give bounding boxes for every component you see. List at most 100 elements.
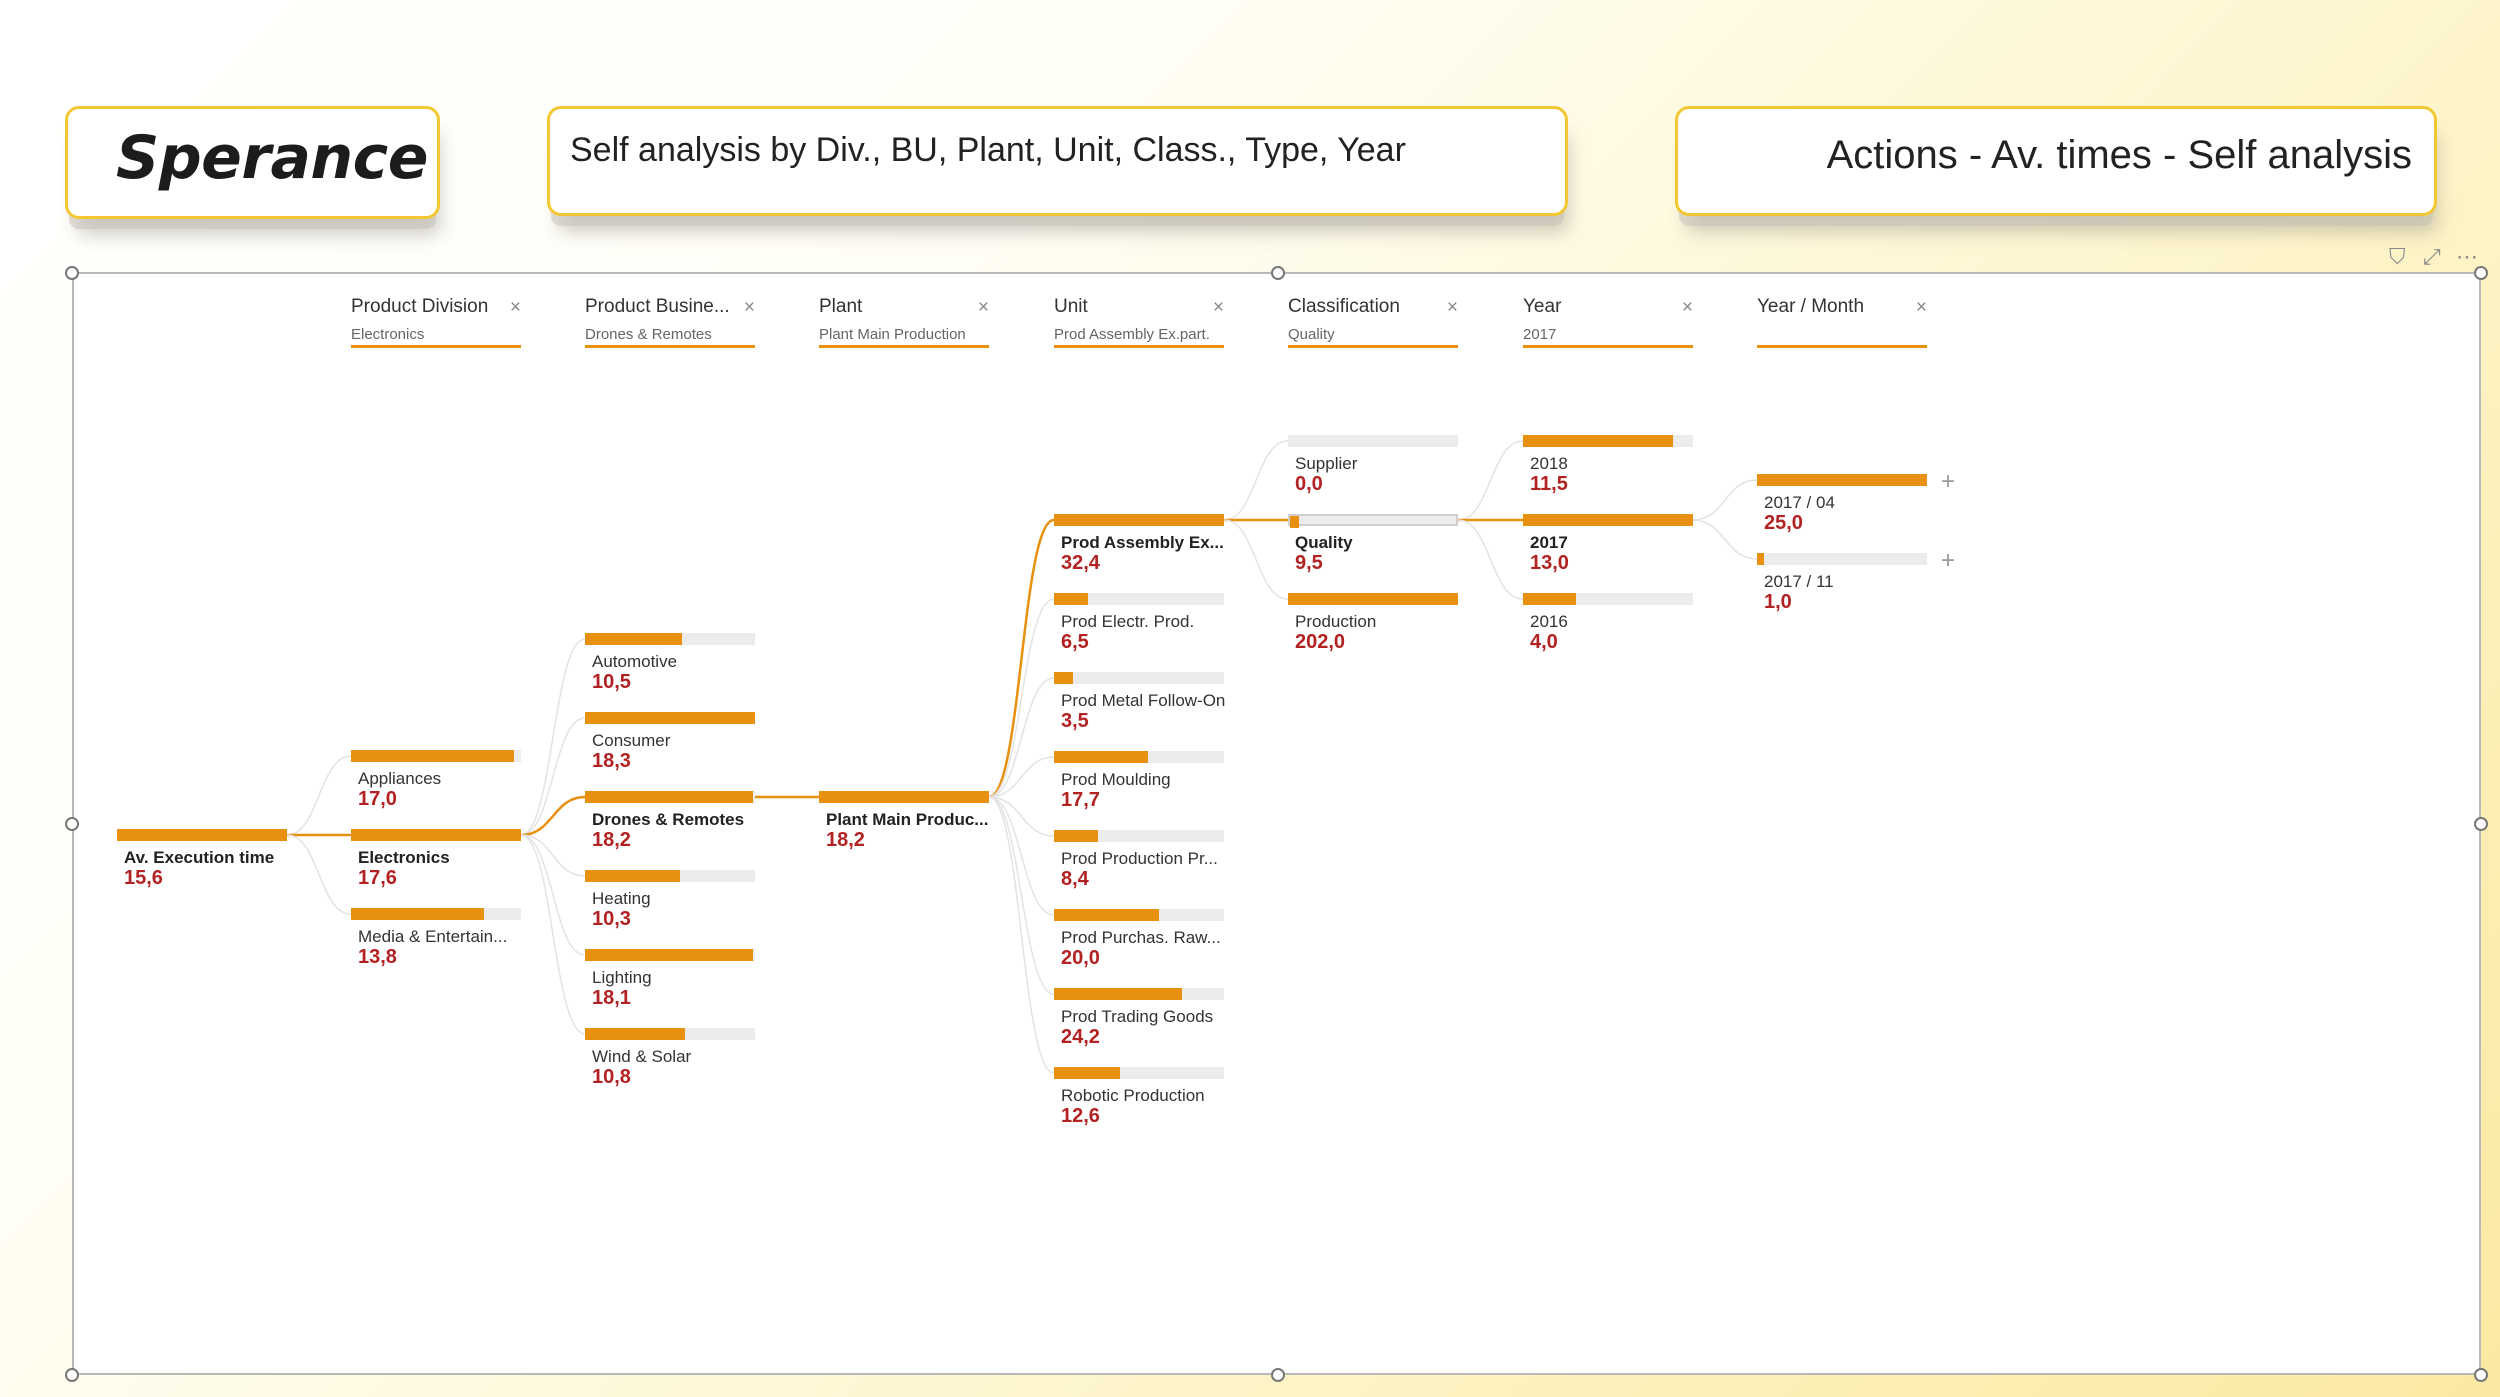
expand-plus-icon[interactable]: + bbox=[1941, 547, 1956, 574]
column-header[interactable]: Unit Prod Assembly Ex.part. × bbox=[1054, 296, 1224, 348]
node-label: Prod Purchas. Raw... bbox=[1061, 928, 1221, 947]
tree-node[interactable]: Drones & Remotes 18,2 bbox=[585, 791, 755, 851]
connector bbox=[1223, 440, 1289, 521]
subtitle-box: Self analysis by Div., BU, Plant, Unit, … bbox=[547, 106, 1568, 216]
more-options-icon[interactable]: ⋯ bbox=[2456, 244, 2478, 269]
tree-node[interactable]: Supplier 0,0 bbox=[1288, 435, 1458, 495]
remove-level-icon[interactable]: × bbox=[743, 297, 755, 318]
column-header-value: Quality bbox=[1288, 326, 1335, 343]
bar-fill bbox=[1757, 474, 1927, 486]
bar-track bbox=[1523, 593, 1693, 605]
node-value: 32,4 bbox=[1061, 552, 1100, 574]
tree-node[interactable]: Prod Metal Follow-On 3,5 bbox=[1054, 672, 1225, 732]
bar-fill bbox=[1288, 593, 1458, 605]
bar-fill bbox=[585, 949, 754, 961]
tree-node[interactable]: Automotive 10,5 bbox=[585, 633, 755, 693]
tree-node[interactable]: 2016 4,0 bbox=[1523, 593, 1693, 653]
remove-level-icon[interactable]: × bbox=[1915, 297, 1927, 318]
tree-node[interactable]: 2017 / 04 25,0 + bbox=[1757, 468, 1955, 534]
report-subtitle: Self analysis by Div., BU, Plant, Unit, … bbox=[570, 131, 1406, 169]
bar-track bbox=[1288, 593, 1458, 605]
connector bbox=[1692, 519, 1758, 560]
bar-fill bbox=[1054, 751, 1148, 763]
resize-handle-left[interactable] bbox=[65, 817, 79, 831]
tree-node[interactable]: 2017 13,0 bbox=[1523, 514, 1693, 574]
tree-node[interactable]: Production 202,0 bbox=[1288, 593, 1458, 653]
resize-handle-bottom[interactable] bbox=[1271, 1368, 1285, 1382]
connector bbox=[988, 796, 1055, 916]
connector-selected bbox=[520, 795, 586, 837]
node-value: 10,8 bbox=[592, 1066, 631, 1088]
tree-node[interactable]: Prod Purchas. Raw... 20,0 bbox=[1054, 909, 1224, 969]
node-label: Media & Entertain... bbox=[358, 927, 508, 946]
tree-node[interactable]: Prod Trading Goods 24,2 bbox=[1054, 988, 1224, 1048]
resize-handle-bottom-right[interactable] bbox=[2474, 1368, 2488, 1382]
resize-handle-top[interactable] bbox=[1271, 266, 1285, 280]
tree-node[interactable]: Media & Entertain... 13,8 bbox=[351, 908, 521, 968]
connector bbox=[988, 756, 1055, 798]
bar-fill bbox=[819, 791, 989, 803]
remove-level-icon[interactable]: × bbox=[1212, 297, 1224, 318]
tree-node[interactable]: Prod Moulding 17,7 bbox=[1054, 751, 1224, 811]
connector bbox=[988, 796, 1055, 837]
column-header[interactable]: Year / Month × bbox=[1757, 296, 1927, 348]
bar-track bbox=[585, 791, 755, 803]
tree-node[interactable]: Plant Main Produc... 18,2 bbox=[819, 791, 989, 851]
column-header-value: Prod Assembly Ex.part. bbox=[1054, 326, 1210, 343]
resize-handle-top-right[interactable] bbox=[2474, 266, 2488, 280]
column-header[interactable]: Product Busine... Drones & Remotes × bbox=[585, 296, 755, 348]
remove-level-icon[interactable]: × bbox=[977, 297, 989, 318]
resize-handle-top-left[interactable] bbox=[65, 266, 79, 280]
node-label: 2018 bbox=[1530, 454, 1568, 473]
node-label: Electronics bbox=[358, 848, 450, 867]
node-label: Prod Metal Follow-On bbox=[1061, 691, 1226, 710]
tree-node[interactable]: Electronics 17,6 bbox=[351, 829, 521, 889]
connector bbox=[286, 755, 352, 836]
resize-handle-right[interactable] bbox=[2474, 817, 2488, 831]
tree-node[interactable]: Lighting 18,1 bbox=[585, 949, 755, 1009]
node-value: 10,5 bbox=[592, 671, 631, 693]
node-value: 18,2 bbox=[826, 829, 865, 851]
tree-node[interactable]: Appliances 17,0 bbox=[351, 750, 521, 810]
column-header[interactable]: Year 2017 × bbox=[1523, 296, 1693, 348]
tree-node[interactable]: Prod Electr. Prod. 6,5 bbox=[1054, 593, 1224, 653]
bar-track bbox=[1757, 553, 1927, 565]
tree-node[interactable]: Wind & Solar 10,8 bbox=[585, 1028, 755, 1088]
tree-node[interactable]: Prod Production Pr... 8,4 bbox=[1054, 830, 1224, 890]
node-label: Plant Main Produc... bbox=[826, 810, 989, 829]
node-value: 15,6 bbox=[124, 867, 163, 889]
node-value: 13,0 bbox=[1530, 552, 1569, 574]
node-value: 0,0 bbox=[1295, 473, 1323, 495]
connector bbox=[988, 677, 1055, 798]
column-header[interactable]: Product Division Electronics × bbox=[351, 296, 521, 348]
decomposition-tree-visual[interactable] bbox=[72, 272, 2481, 1375]
column-header[interactable]: Classification Quality × bbox=[1288, 296, 1458, 348]
bar-fill bbox=[1757, 553, 1764, 565]
tree-node[interactable]: Consumer 18,3 bbox=[585, 712, 755, 772]
bar-track bbox=[585, 633, 755, 645]
connector bbox=[520, 638, 586, 836]
node-value: 17,6 bbox=[358, 867, 397, 889]
remove-level-icon[interactable]: × bbox=[1681, 297, 1693, 318]
tree-node[interactable]: Av. Execution time 15,6 bbox=[117, 829, 287, 889]
bar-fill bbox=[1054, 593, 1088, 605]
expand-plus-icon[interactable]: + bbox=[1941, 468, 1956, 495]
remove-level-icon[interactable]: × bbox=[509, 297, 521, 318]
column-header[interactable]: Plant Plant Main Production × bbox=[819, 296, 989, 348]
tree-node[interactable]: 2018 11,5 bbox=[1523, 435, 1693, 495]
remove-level-icon[interactable]: × bbox=[1446, 297, 1458, 318]
connector bbox=[1457, 519, 1524, 600]
tree-node[interactable]: 2017 / 11 1,0 + bbox=[1757, 547, 1955, 613]
bar-track bbox=[351, 829, 521, 841]
column-header-name: Classification bbox=[1288, 296, 1400, 317]
node-label: Automotive bbox=[592, 652, 678, 671]
focus-mode-icon[interactable]: ⤢ bbox=[2423, 244, 2441, 269]
tree-node[interactable]: Robotic Production 12,6 bbox=[1054, 1067, 1224, 1127]
bar-track bbox=[1054, 672, 1224, 684]
tree-node[interactable]: Heating 10,3 bbox=[585, 870, 755, 930]
connector bbox=[1223, 519, 1289, 600]
tree-node[interactable]: Prod Assembly Ex... 32,4 bbox=[1054, 514, 1224, 574]
tree-node[interactable]: Quality 9,5 bbox=[1288, 514, 1458, 574]
resize-handle-bottom-left[interactable] bbox=[65, 1368, 79, 1382]
filter-icon[interactable]: ⛉ bbox=[2389, 244, 2406, 269]
